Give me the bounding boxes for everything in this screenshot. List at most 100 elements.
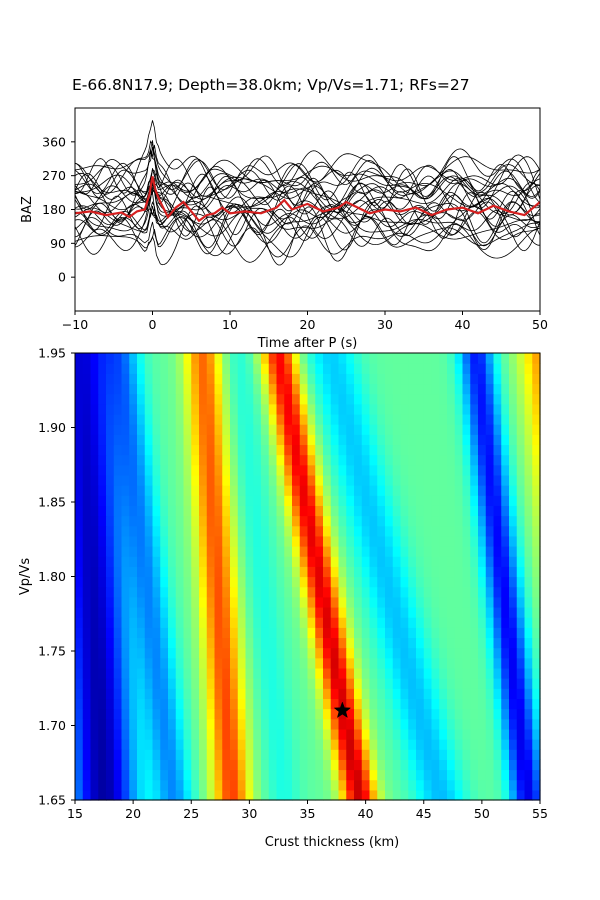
- heatmap-cell: [183, 444, 192, 456]
- heatmap-cell: [137, 789, 146, 801]
- heatmap-cell: [423, 485, 433, 496]
- heatmap-cell: [183, 627, 192, 639]
- x-tick-label: 35: [300, 806, 316, 821]
- heatmap-cell: [330, 657, 340, 669]
- heatmap-cell: [160, 393, 169, 405]
- heatmap-cell: [416, 505, 425, 517]
- heatmap-cell: [230, 779, 239, 791]
- heatmap-cell: [183, 403, 192, 415]
- heatmap-cell: [222, 718, 231, 730]
- heatmap-cell: [323, 779, 332, 791]
- heatmap-cell: [478, 556, 487, 567]
- heatmap-cell: [75, 586, 84, 598]
- heatmap-cell: [423, 769, 433, 781]
- heatmap-cell: [447, 363, 456, 374]
- heatmap-cell: [516, 779, 526, 791]
- heatmap-cell: [222, 464, 231, 476]
- heatmap-cell: [330, 667, 340, 679]
- heatmap-cell: [361, 495, 371, 506]
- heatmap-cell: [268, 505, 278, 517]
- heatmap-cell: [183, 728, 192, 740]
- heatmap-cell: [75, 566, 84, 578]
- heatmap-cell: [392, 596, 402, 608]
- heatmap-cell: [400, 413, 409, 425]
- heatmap-cell: [245, 728, 254, 740]
- heatmap-cell: [160, 485, 169, 496]
- heatmap-cell: [524, 474, 533, 486]
- heatmap-cell: [160, 383, 169, 395]
- heatmap-cell: [478, 515, 487, 527]
- heatmap-cell: [509, 586, 518, 598]
- heatmap-cell: [160, 647, 169, 659]
- heatmap-cell: [346, 515, 355, 527]
- heatmap-cell: [354, 535, 363, 547]
- heatmap-cell: [509, 759, 518, 771]
- heatmap-cell: [493, 698, 502, 710]
- heatmap-cell: [338, 728, 347, 740]
- heatmap-cell: [470, 667, 479, 679]
- heatmap-cell: [168, 556, 177, 567]
- heatmap-cell: [230, 485, 239, 496]
- heatmap-cell: [408, 535, 417, 547]
- heatmap-cell: [292, 393, 301, 405]
- heatmap-cell: [330, 688, 340, 700]
- heatmap-cell: [454, 667, 464, 679]
- heatmap-cell: [261, 424, 270, 435]
- heatmap-cell: [346, 708, 355, 720]
- heatmap-cell: [276, 525, 285, 537]
- heatmap-cell: [354, 424, 363, 435]
- heatmap-cell: [447, 505, 456, 517]
- heatmap-cell: [90, 718, 99, 730]
- heatmap-cell: [113, 353, 123, 364]
- heatmap-cell: [183, 546, 192, 557]
- heatmap-cell: [485, 525, 495, 537]
- heatmap-cell: [144, 739, 154, 750]
- heatmap-cell: [470, 678, 479, 689]
- heatmap-cell: [470, 525, 479, 537]
- heatmap-cell: [222, 779, 231, 791]
- heatmap-cell: [315, 464, 324, 476]
- heatmap-cell: [160, 586, 169, 598]
- heatmap-cell: [199, 535, 208, 547]
- heatmap-cell: [230, 718, 239, 730]
- heatmap-cell: [377, 678, 386, 689]
- heatmap-cell: [261, 454, 270, 466]
- heatmap-cell: [346, 637, 355, 649]
- heatmap-cell: [175, 474, 185, 486]
- heatmap-cell: [292, 495, 301, 506]
- heatmap-cell: [106, 505, 115, 517]
- heatmap-cell: [199, 667, 208, 679]
- heatmap-cell: [268, 708, 278, 720]
- heatmap-cell: [493, 383, 502, 395]
- heatmap-cell: [385, 454, 394, 466]
- heatmap-cell: [129, 424, 138, 435]
- heatmap-cell: [82, 474, 92, 486]
- heatmap-cell: [191, 444, 200, 456]
- heatmap-cell: [90, 647, 99, 659]
- heatmap-cell: [323, 688, 332, 700]
- heatmap-cell: [532, 647, 541, 659]
- heatmap-cell: [284, 678, 293, 689]
- heatmap-cell: [377, 586, 386, 598]
- heatmap-cell: [168, 576, 177, 588]
- heatmap-cell: [106, 617, 115, 628]
- heatmap-cell: [222, 454, 231, 466]
- heatmap-cell: [230, 454, 239, 466]
- heatmap-cell: [400, 505, 409, 517]
- heatmap-cell: [268, 667, 278, 679]
- heatmap-cell: [175, 546, 185, 557]
- heatmap-cell: [245, 698, 254, 710]
- heatmap-cell: [338, 485, 347, 496]
- heatmap-cell: [292, 474, 301, 486]
- heatmap-cell: [245, 474, 254, 486]
- heatmap-cell: [478, 749, 487, 760]
- heatmap-cell: [447, 759, 456, 771]
- heatmap-cell: [330, 698, 340, 710]
- heatmap-cell: [354, 789, 363, 801]
- heatmap-cell: [206, 718, 216, 730]
- heatmap-cell: [377, 739, 386, 750]
- heatmap-cell: [385, 596, 394, 608]
- heatmap-cell: [292, 617, 301, 628]
- heatmap-cell: [121, 495, 130, 506]
- heatmap-cell: [230, 728, 239, 740]
